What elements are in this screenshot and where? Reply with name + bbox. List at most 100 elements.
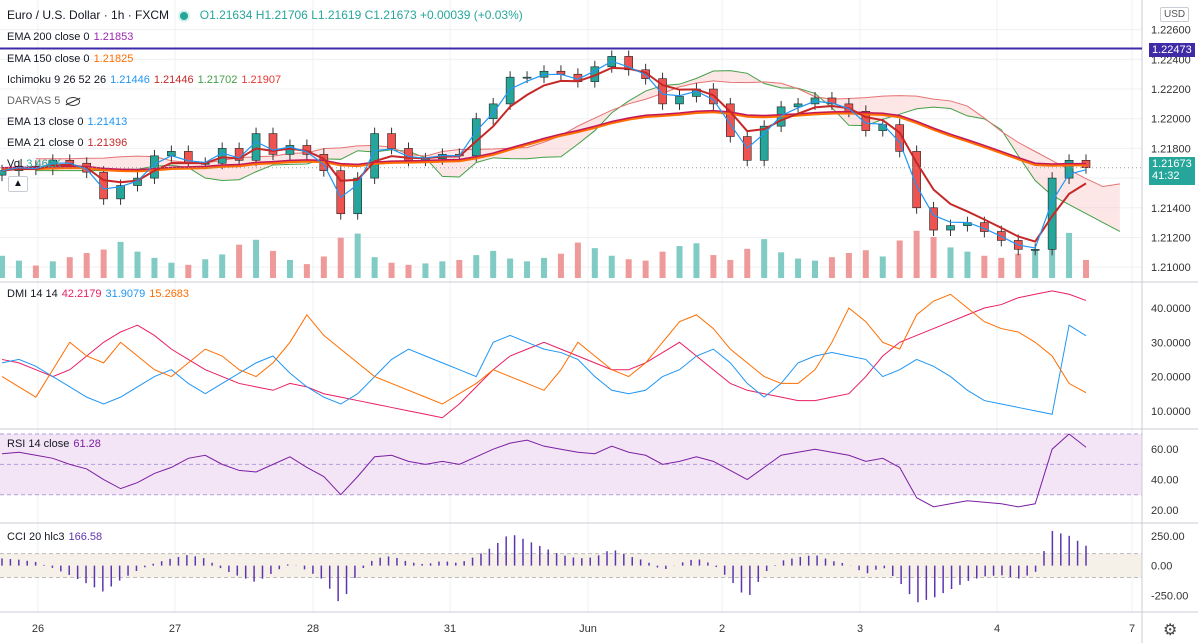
dmi-adx-line (1, 293, 1087, 405)
legend-ema13[interactable]: EMA 13 close 0 1.21413 (7, 116, 127, 129)
candle-body (251, 133, 261, 161)
volume-bar (354, 233, 361, 278)
x-axis-label: 27 (169, 623, 181, 635)
dmi-axis-label: 40.0000 (1151, 303, 1191, 315)
legend-ichimoku[interactable]: Ichimoku 9 26 52 26 1.21446 1.21446 1.21702… (7, 74, 281, 87)
volume-bar (15, 260, 22, 278)
volume-bar (270, 250, 276, 278)
volume-bar (371, 257, 378, 278)
volume-bar (320, 256, 327, 278)
legend-label: DMI 14 14 (7, 288, 58, 300)
volume-bar (574, 242, 581, 278)
dmi-axis-label: 20.0000 (1151, 372, 1191, 384)
legend-value: 42.2179 (61, 288, 102, 300)
volume-bar (1015, 253, 1022, 278)
volume-bar (100, 249, 107, 278)
volume-bar (507, 258, 514, 278)
candle-body (912, 151, 921, 209)
x-axis-label: 3 (857, 623, 863, 635)
legend-label: EMA 13 close 0 (7, 116, 84, 128)
legend-rsi[interactable]: RSI 14 close 61.28 (7, 438, 101, 451)
legend-label: Ichimoku 9 26 52 26 (7, 74, 107, 86)
y-axis-label: 1.21800 (1151, 143, 1191, 155)
volume-bar (964, 251, 971, 278)
candle-body (387, 133, 396, 149)
candle-body (99, 171, 108, 200)
volume-bar (947, 247, 954, 278)
y-axis-label: 1.22000 (1151, 114, 1191, 126)
senkou-span-b (35, 80, 1120, 188)
candle-body (793, 103, 803, 108)
volume-bar (642, 260, 649, 278)
collapse-legend-button[interactable]: ▲ (8, 176, 28, 192)
candle-body (658, 78, 667, 105)
legend-label: RSI 14 close (7, 438, 70, 450)
volume-bar (236, 244, 243, 278)
candle-body (488, 103, 498, 120)
y-axis-label: 1.22400 (1151, 54, 1191, 66)
ohlc-open: O1.21634 (199, 8, 253, 22)
volume-bar (1066, 232, 1073, 278)
legend-ema21[interactable]: EMA 21 close 0 1.21396 (7, 137, 127, 150)
volume-bar (185, 264, 192, 278)
ema21-line (1, 66, 1087, 243)
candle-body (268, 133, 278, 155)
volume-bar (303, 264, 310, 278)
rsi-axis-label: 20.00 (1151, 505, 1179, 517)
volume-bar (998, 257, 1005, 278)
dmi-axis-label: 10.0000 (1151, 406, 1191, 418)
volume-bar (32, 265, 39, 278)
legend-cci[interactable]: CCI 20 hlc3 166.58 (7, 531, 102, 544)
y-axis-label: 1.22200 (1151, 84, 1191, 96)
y-axis-label: 1.22600 (1151, 25, 1191, 37)
candle-body (946, 225, 955, 231)
dmi-axis-label: 30.0000 (1151, 337, 1191, 349)
volume-bars (0, 228, 1089, 278)
volume-bar (422, 263, 429, 278)
x-axis-label: 31 (444, 623, 456, 635)
candle-body (370, 133, 379, 179)
volume-bar (557, 253, 564, 278)
legend-dmi[interactable]: DMI 14 14 42.2179 31.9079 15.2683 (7, 288, 189, 301)
cci-axis-label: 0.00 (1151, 561, 1172, 573)
volume-bar (744, 248, 751, 278)
candle-body (861, 111, 871, 131)
settings-gear-icon[interactable]: ⚙ (1163, 622, 1178, 639)
ohlc-low: L1.21619 (311, 8, 362, 22)
hline-price-tag[interactable]: 1.22473 (1149, 43, 1195, 57)
volume-bar (151, 257, 158, 278)
volume-bar (541, 257, 547, 278)
cci-axis-label: 250.00 (1151, 531, 1185, 543)
currency-badge[interactable]: USD (1160, 7, 1190, 22)
legend-ema150[interactable]: EMA 150 close 0 1.21825 (7, 53, 133, 66)
volume-bar (337, 237, 344, 278)
y-axis-label: 1.21400 (1151, 203, 1191, 215)
symbol-title[interactable]: Euro / U.S. Dollar · 1h · FXCM (7, 8, 170, 22)
hidden-eye-icon[interactable] (66, 96, 81, 106)
bar-countdown: 41:32 (1152, 170, 1180, 182)
volume-bar (490, 250, 497, 278)
last-price-tag[interactable]: 1.21673 41:32 (1149, 157, 1195, 185)
volume-bar (405, 264, 412, 278)
ohlc-high: H1.21706 (255, 8, 308, 22)
x-axis-label: 2 (719, 623, 725, 635)
legend-ema200[interactable]: EMA 200 close 0 1.21853 (7, 31, 133, 44)
volume-bar (219, 254, 226, 278)
senkou-span-a (35, 70, 1121, 232)
volume-bar (1032, 249, 1039, 278)
legend-label: CCI 20 hlc3 (7, 531, 65, 543)
candle-body (116, 185, 125, 200)
chart-header: Euro / U.S. Dollar · 1h · FXCM O1.21634 … (7, 9, 523, 22)
legend-label: EMA 200 close 0 (7, 31, 90, 43)
volume-bar (439, 261, 446, 278)
volume-bar (473, 255, 480, 278)
candle-body (929, 207, 938, 231)
volume-bar (761, 239, 768, 278)
legend-value: 1.21702 (197, 74, 238, 86)
volume-bar (608, 255, 615, 278)
volume-bar (710, 255, 717, 278)
legend-volume[interactable]: Vol 3.462K (7, 158, 61, 171)
legend-darvas[interactable]: DARVAS 5 (7, 95, 81, 108)
x-axis-label: Jun (579, 623, 597, 635)
